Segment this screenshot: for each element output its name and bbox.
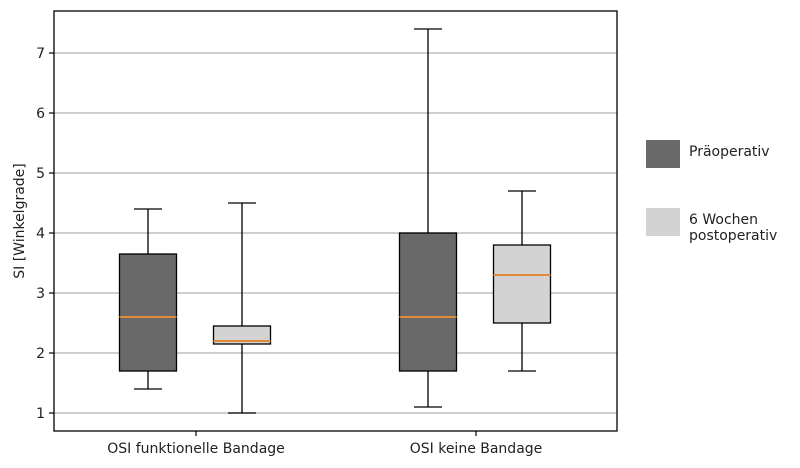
y-tick-label-3: 3 — [36, 286, 45, 302]
box-g1-s1 — [492, 244, 552, 324]
y-tick-label-5: 5 — [36, 166, 45, 182]
x-tick-label-1: OSI keine Bandage — [410, 441, 543, 457]
legend-swatch-preop — [646, 140, 680, 168]
box-g1-s0 — [398, 232, 458, 372]
y-tick-label-1: 1 — [36, 406, 45, 422]
y-tick-label-6: 6 — [36, 106, 45, 122]
legend: Präoperativ 6 Wochen postoperativ — [646, 140, 796, 284]
axes-frame — [53, 10, 618, 432]
x-tick-label-0: OSI funktionelle Bandage — [107, 441, 285, 457]
box-g0-s0 — [118, 253, 178, 372]
legend-label-preop: Präoperativ — [689, 144, 770, 160]
legend-swatch-postop — [646, 208, 680, 236]
y-tick-label-7: 7 — [36, 46, 45, 62]
y-tick-label-4: 4 — [36, 226, 45, 242]
legend-item-preop: Präoperativ — [646, 140, 796, 168]
y-axis-label: SI [Winkelgrade] — [12, 163, 28, 279]
box-g0-s1 — [212, 325, 272, 345]
y-tick-label-2: 2 — [36, 346, 45, 362]
legend-label-postop: 6 Wochen postoperativ — [689, 212, 778, 244]
legend-item-postop: 6 Wochen postoperativ — [646, 208, 796, 244]
